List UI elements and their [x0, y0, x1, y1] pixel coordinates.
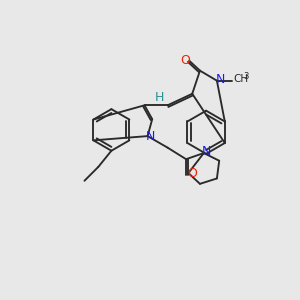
Text: N: N: [146, 130, 155, 142]
Text: N: N: [215, 74, 225, 86]
Text: O: O: [187, 167, 197, 180]
Text: 3: 3: [243, 72, 248, 81]
Text: N: N: [202, 145, 212, 158]
Text: H: H: [155, 91, 165, 104]
Text: CH: CH: [234, 74, 249, 84]
Text: O: O: [180, 54, 190, 67]
